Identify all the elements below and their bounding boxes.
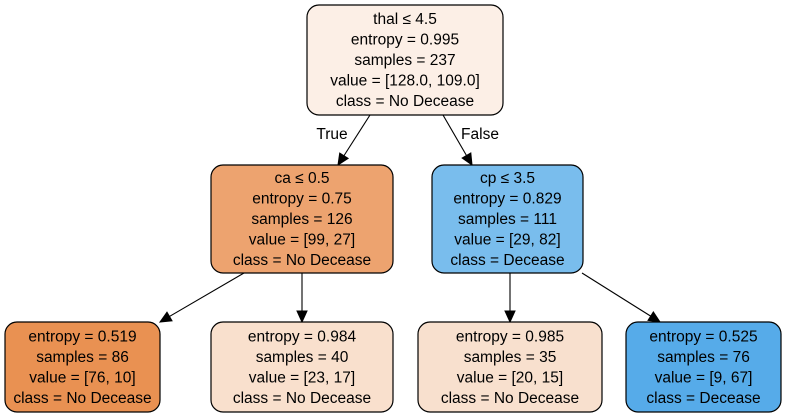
- node-text-line: thal ≤ 4.5: [373, 11, 437, 28]
- node-text-line: entropy = 0.995: [351, 32, 459, 49]
- tree-node-root: thal ≤ 4.5 entropy = 0.995 samples = 237 va…: [306, 4, 504, 116]
- node-text-line: class = No Decease: [233, 252, 371, 269]
- arrowhead-icon: [337, 152, 350, 167]
- node-text-line: entropy = 0.75: [252, 191, 352, 208]
- node-box: [417, 321, 603, 413]
- node-text-line: value = [99, 27]: [249, 232, 355, 249]
- edge-line: [169, 272, 245, 317]
- node-text-line: class = No Decease: [336, 93, 474, 110]
- edge-label-false: False: [461, 126, 499, 143]
- node-text-line: entropy = 0.829: [453, 191, 561, 208]
- node-text-line: class = Decease: [646, 390, 760, 407]
- node-text-line: entropy = 0.525: [649, 328, 757, 345]
- node-box: [306, 4, 504, 116]
- arrowhead-icon: [647, 310, 662, 323]
- node-text-line: value = [20, 15]: [457, 369, 563, 386]
- node-text-line: entropy = 0.985: [456, 328, 564, 345]
- tree-node-left: ca ≤ 0.5 entropy = 0.75 samples = 126 value…: [210, 164, 394, 274]
- node-text-line: entropy = 0.519: [28, 328, 136, 345]
- tree-node-right: cp ≤ 3.5 entropy = 0.829 samples = 111 valu…: [431, 164, 584, 274]
- arrowhead-icon: [461, 152, 473, 167]
- node-text-line: value = [76, 10]: [29, 369, 135, 386]
- node-text-line: samples = 237: [354, 52, 455, 69]
- node-box: [210, 321, 394, 413]
- tree-node-leaf-1: entropy = 0.519 samples = 86 value = [76, …: [4, 321, 161, 413]
- arrowhead-icon: [296, 310, 308, 324]
- arrowhead-icon: [504, 310, 516, 324]
- node-text-line: class = No Decease: [441, 390, 579, 407]
- node-text-line: cp ≤ 3.5: [480, 170, 535, 187]
- node-text-line: samples = 126: [251, 211, 352, 228]
- edge-left-to-leaf-1: [158, 272, 245, 323]
- edge-line: [442, 114, 467, 156]
- tree-node-leaf-3: entropy = 0.985 samples = 35 value = [20, …: [417, 321, 603, 413]
- tree-node-leaf-2: entropy = 0.984 samples = 40 value = [23, …: [210, 321, 394, 413]
- edge-line: [581, 272, 651, 317]
- node-text-line: class = Decease: [450, 252, 564, 269]
- edge-left-to-leaf-2: [296, 273, 308, 324]
- node-text-line: samples = 35: [464, 349, 557, 366]
- node-box: [4, 321, 161, 413]
- node-text-line: samples = 40: [256, 349, 349, 366]
- node-text-line: samples = 86: [36, 349, 129, 366]
- arrowhead-icon: [158, 311, 173, 323]
- tree-node-leaf-4: entropy = 0.525 samples = 76 value = [9, 6…: [625, 321, 782, 413]
- node-text-line: class = No Decease: [233, 390, 371, 407]
- node-text-line: value = [23, 17]: [249, 369, 355, 386]
- node-text-line: samples = 76: [657, 349, 750, 366]
- node-text-line: value = [29, 82]: [454, 232, 560, 249]
- edge-root-to-right: False: [442, 114, 499, 167]
- node-box: [210, 164, 394, 274]
- node-text-line: class = No Decease: [13, 390, 151, 407]
- node-text-line: ca ≤ 0.5: [274, 170, 329, 187]
- node-box: [625, 321, 782, 413]
- edge-right-to-leaf-4: [581, 272, 662, 323]
- node-text-line: value = [9, 67]: [655, 369, 753, 386]
- edge-right-to-leaf-3: [504, 273, 516, 324]
- edge-root-to-left: True: [316, 114, 371, 167]
- edge-label-true: True: [316, 126, 347, 143]
- node-text-line: samples = 111: [458, 211, 557, 228]
- edge-line: [343, 114, 371, 157]
- node-box: [431, 164, 584, 274]
- node-text-line: value = [128.0, 109.0]: [330, 73, 480, 90]
- node-text-line: entropy = 0.984: [248, 328, 357, 345]
